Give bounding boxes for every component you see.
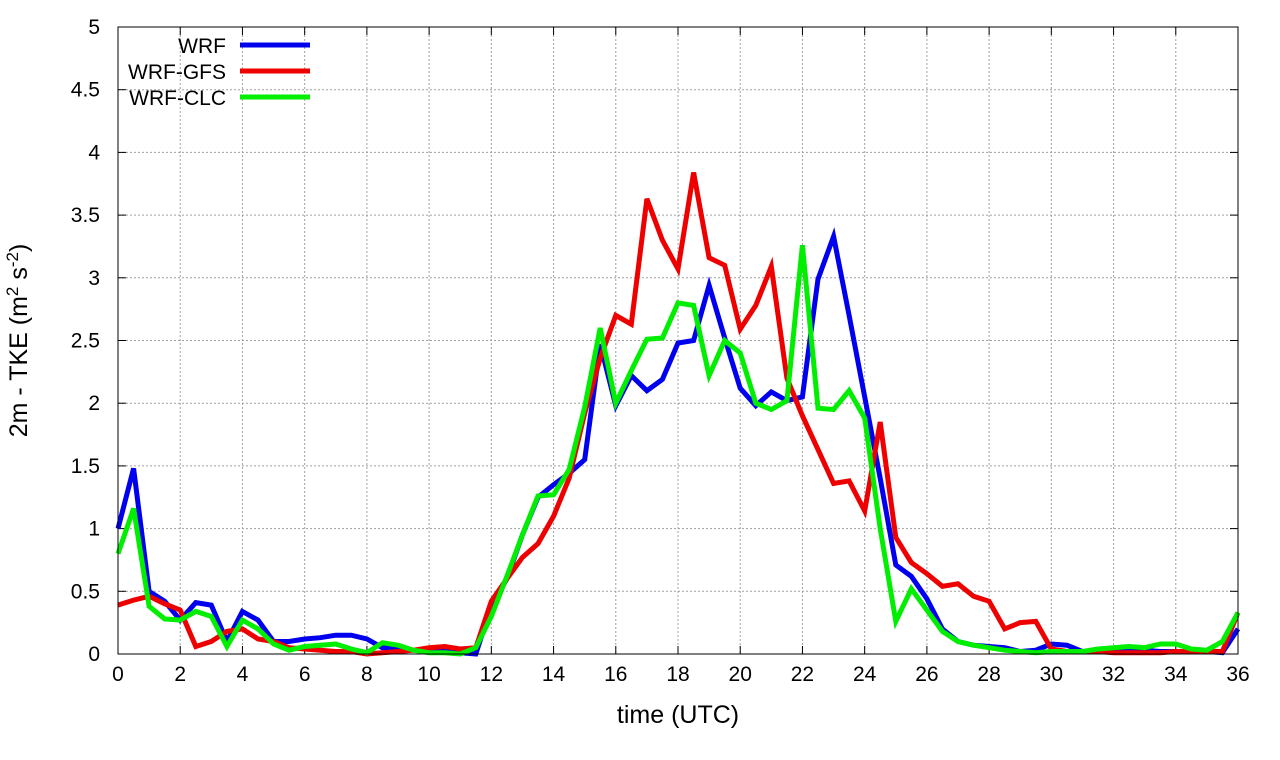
x-tick-label: 8 — [361, 663, 373, 686]
x-tick-label: 12 — [480, 663, 503, 686]
y-tick-label: 0 — [88, 643, 100, 666]
y-tick-label: 5 — [88, 16, 100, 39]
x-tick-label: 24 — [853, 663, 877, 686]
y-axis-title: 2m - TKE (m2 s-2) — [3, 244, 33, 438]
y-tick-label: 3 — [88, 267, 100, 290]
x-tick-label: 26 — [915, 663, 938, 686]
y-axis-title-mid: s — [5, 267, 33, 286]
plot-frame — [117, 26, 1239, 655]
axis-ticks: 0 2 4 6 8 10 12 14 16 18 20 22 24 26 28 30 32 34 3600.511.… — [71, 16, 1250, 686]
x-tick-label: 0 — [112, 663, 124, 686]
y-tick-label: 2 — [88, 392, 100, 415]
x-tick-label: 4 — [237, 663, 249, 686]
y-tick-label: 4 — [88, 141, 100, 164]
y-tick-label: 2.5 — [71, 330, 100, 353]
y-tick-label: 3.5 — [71, 204, 100, 227]
y-tick-label: 0.5 — [71, 580, 100, 603]
legend-label-wrf-clc: WRF-CLC — [129, 87, 226, 110]
x-tick-label: 2 — [174, 663, 186, 686]
x-axis-title: time (UTC) — [617, 701, 739, 729]
x-tick-label: 16 — [604, 663, 627, 686]
legend: WRF WRF-GFS WRF-CLC — [128, 35, 310, 110]
y-tick-label: 1.5 — [71, 455, 100, 478]
legend-label-wrf-gfs: WRF-GFS — [128, 61, 226, 84]
series-line-wrf-clc — [115, 244, 1241, 657]
y-tick-label: 4.5 — [71, 79, 100, 102]
legend-label-wrf: WRF — [178, 35, 226, 58]
x-tick-label: 20 — [729, 663, 752, 686]
y-axis-title-sup1: 2 — [3, 287, 22, 296]
x-tick-label: 18 — [666, 663, 689, 686]
x-tick-label: 30 — [1040, 663, 1063, 686]
x-tick-label: 22 — [791, 663, 814, 686]
series-lines — [115, 172, 1241, 657]
x-tick-label: 6 — [299, 663, 311, 686]
x-tick-label: 36 — [1226, 663, 1249, 686]
x-tick-label: 10 — [417, 663, 440, 686]
grid — [118, 27, 1238, 654]
x-tick-label: 14 — [542, 663, 566, 686]
x-tick-label: 28 — [977, 663, 1000, 686]
x-tick-label: 32 — [1102, 663, 1125, 686]
y-axis-title-sup2: -2 — [3, 252, 22, 267]
x-tick-label: 34 — [1164, 663, 1188, 686]
y-axis-title-prefix: 2m - TKE (m — [5, 296, 33, 437]
y-tick-label: 1 — [88, 518, 100, 541]
y-axis-title-suffix: ) — [5, 244, 33, 252]
